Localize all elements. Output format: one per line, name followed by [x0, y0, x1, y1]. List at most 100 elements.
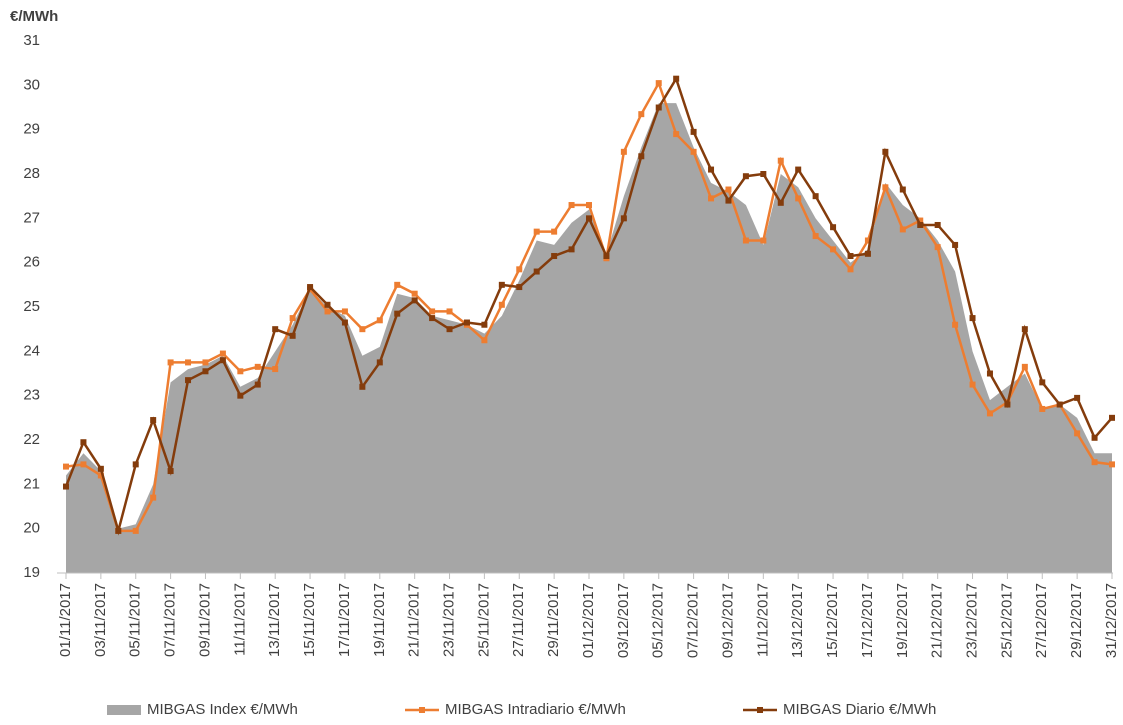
marker [1021, 363, 1028, 370]
marker [1109, 461, 1115, 468]
y-tick-label: 31 [23, 32, 40, 49]
x-tick-label: 11/12/2017 [754, 583, 771, 657]
marker [952, 241, 959, 248]
marker [1074, 394, 1081, 401]
marker [603, 253, 610, 260]
marker [969, 381, 976, 388]
marker [202, 359, 209, 366]
x-tick-label: 29/11/2017 [545, 583, 562, 657]
marker [1004, 401, 1011, 408]
marker [132, 461, 139, 468]
y-tick-label: 25 [23, 298, 40, 315]
marker [708, 195, 715, 202]
marker [498, 281, 505, 288]
x-tick-label: 09/12/2017 [719, 583, 736, 658]
marker [830, 246, 837, 253]
marker [481, 321, 488, 328]
x-tick-label: 07/12/2017 [685, 583, 702, 658]
marker [725, 186, 732, 193]
legend-marker [757, 707, 763, 713]
y-tick-label: 23 [23, 387, 40, 404]
marker [341, 319, 348, 326]
marker [219, 357, 226, 364]
marker [882, 184, 889, 191]
marker [324, 301, 331, 308]
marker [777, 157, 784, 164]
x-tick-label: 27/11/2017 [510, 583, 527, 657]
marker [655, 104, 662, 111]
marker [551, 228, 558, 235]
legend-label: MIBGAS Index €/MWh [147, 701, 298, 718]
marker [864, 237, 871, 244]
marker [586, 202, 592, 209]
marker [882, 148, 889, 155]
marker [429, 315, 436, 322]
marker [551, 253, 558, 260]
marker [307, 284, 314, 291]
marker [97, 472, 104, 479]
x-tick-label: 29/12/2017 [1068, 583, 1085, 658]
y-tick-label: 24 [23, 342, 40, 359]
marker [586, 215, 592, 222]
marker [620, 148, 627, 155]
y-tick-label: 19 [23, 564, 40, 581]
marker [899, 226, 906, 233]
legend-label: MIBGAS Diario €/MWh [783, 701, 936, 718]
y-tick-label: 26 [23, 254, 40, 271]
marker [638, 153, 645, 160]
x-tick-label: 15/12/2017 [824, 583, 841, 658]
y-tick-label: 29 [23, 121, 40, 138]
marker [254, 381, 261, 388]
x-tick-label: 23/12/2017 [964, 583, 981, 658]
x-tick-label: 23/11/2017 [441, 583, 458, 657]
y-tick-label: 30 [23, 76, 40, 93]
x-tick-label: 01/11/2017 [57, 583, 74, 657]
marker [185, 377, 192, 384]
marker [1056, 401, 1063, 408]
marker [1074, 430, 1081, 437]
marker [847, 253, 854, 260]
y-tick-label: 28 [23, 165, 40, 182]
marker [568, 246, 575, 253]
marker [812, 193, 819, 200]
marker [952, 321, 959, 328]
marker [812, 233, 819, 240]
marker [516, 266, 523, 273]
marker [359, 326, 366, 333]
marker [638, 111, 645, 118]
marker [917, 217, 924, 224]
x-tick-label: 17/11/2017 [336, 583, 353, 657]
x-tick-label: 05/11/2017 [127, 583, 144, 657]
marker [1109, 414, 1115, 421]
marker [830, 224, 837, 231]
marker [725, 197, 732, 204]
marker [324, 308, 331, 315]
y-tick-label: 27 [23, 209, 40, 226]
marker [376, 359, 383, 366]
area [66, 103, 1112, 574]
marker [115, 527, 122, 534]
y-tick-label: 20 [23, 520, 40, 537]
marker [795, 166, 802, 173]
marker [376, 317, 383, 324]
marker [1039, 379, 1046, 386]
x-tick-label: 13/11/2017 [266, 583, 283, 657]
x-tick-label: 01/12/2017 [580, 583, 597, 658]
x-tick-label: 31/12/2017 [1103, 583, 1120, 658]
marker [760, 171, 767, 177]
marker [63, 483, 69, 490]
marker [934, 244, 941, 251]
x-tick-label: 21/12/2017 [929, 583, 946, 658]
marker [533, 228, 540, 235]
marker [498, 301, 505, 308]
x-tick-label: 19/12/2017 [894, 583, 911, 658]
marker [568, 202, 575, 209]
marker [847, 266, 854, 273]
marker [934, 221, 941, 228]
marker [760, 237, 767, 244]
y-tick-label: 21 [23, 475, 40, 492]
marker [673, 75, 680, 82]
marker [219, 350, 226, 357]
marker [272, 326, 279, 333]
